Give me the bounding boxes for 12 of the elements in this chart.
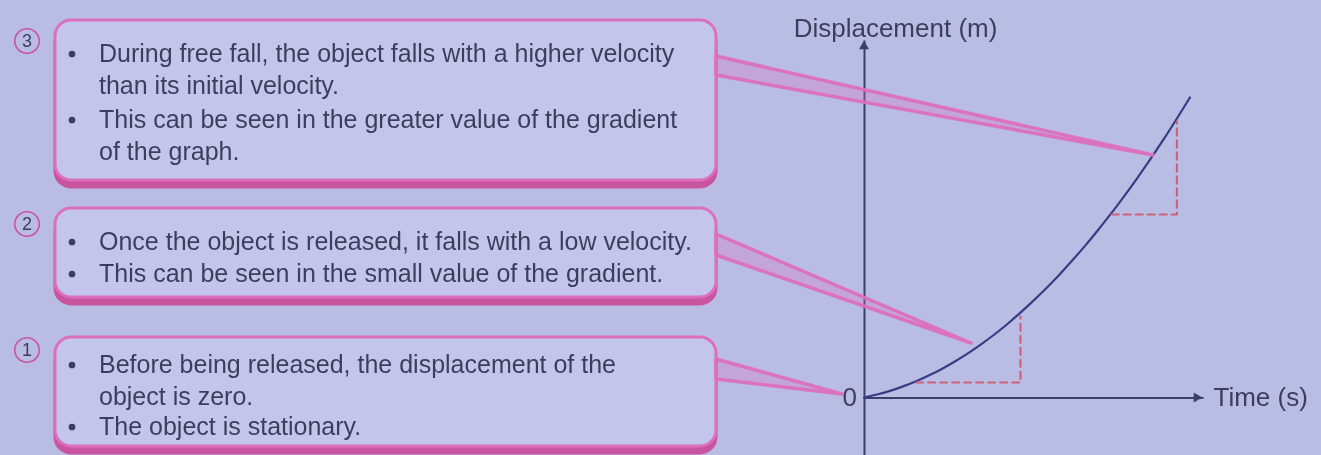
x-axis-title: Time (s)	[1213, 382, 1308, 412]
text: During free fall, the object falls with a higher velocity than its initial velocity.	[99, 39, 675, 99]
text: 0	[842, 381, 857, 412]
text: This can be seen in the small value of the gradient.	[99, 259, 664, 287]
text: 2	[21, 214, 33, 234]
text: 1	[21, 340, 33, 360]
text: The object is stationary.	[99, 412, 362, 440]
text: Before being released, the displacement of the object is zero.	[99, 350, 617, 410]
text: This can be seen in the greater value of the gradient of the graph.	[99, 105, 678, 165]
text: 3	[21, 31, 33, 51]
text: Once the object is released, it falls with a low velocity.	[99, 227, 692, 255]
y-axis-title: Displacement (m)	[793, 12, 998, 43]
